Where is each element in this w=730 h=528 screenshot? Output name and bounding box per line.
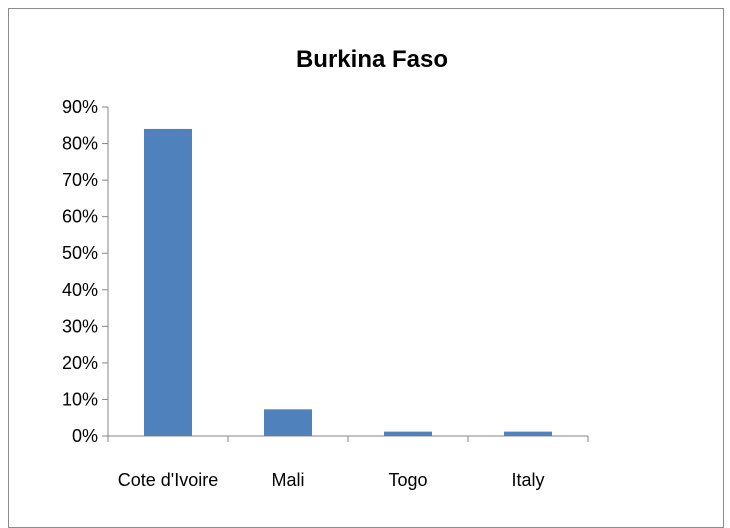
y-axis: 0% 10% 20% 30% 40% 50% 60% 70% 80% 90% — [62, 97, 109, 446]
y-tick-label: 0% — [72, 426, 98, 446]
y-tick-label: 90% — [62, 97, 98, 117]
x-tick-label: Togo — [388, 470, 427, 490]
y-tick-label: 50% — [62, 243, 98, 263]
bar — [504, 431, 552, 436]
bars — [144, 128, 552, 436]
bar-chart: Burkina Faso 0% 10% 20% 30% 40% 50% 60% 70% 80% 9… — [62, 46, 589, 490]
chart-frame — [8, 8, 724, 528]
y-tick-label: 60% — [62, 207, 98, 227]
bar — [384, 431, 432, 436]
bar — [144, 128, 192, 436]
bar — [264, 409, 312, 436]
y-tick-label: 20% — [62, 353, 98, 373]
x-tick-label: Cote d'Ivoire — [118, 470, 219, 490]
y-tick-label: 30% — [62, 316, 98, 336]
x-axis: Cote d'Ivoire Mali Togo Italy — [107, 435, 589, 490]
x-tick-label: Italy — [511, 470, 544, 490]
y-tick-label: 10% — [62, 389, 98, 409]
x-tick-label: Mali — [271, 470, 304, 490]
y-tick-label: 70% — [62, 170, 98, 190]
y-tick-label: 80% — [62, 134, 98, 154]
chart-title: Burkina Faso — [296, 46, 448, 73]
y-tick-label: 40% — [62, 280, 98, 300]
